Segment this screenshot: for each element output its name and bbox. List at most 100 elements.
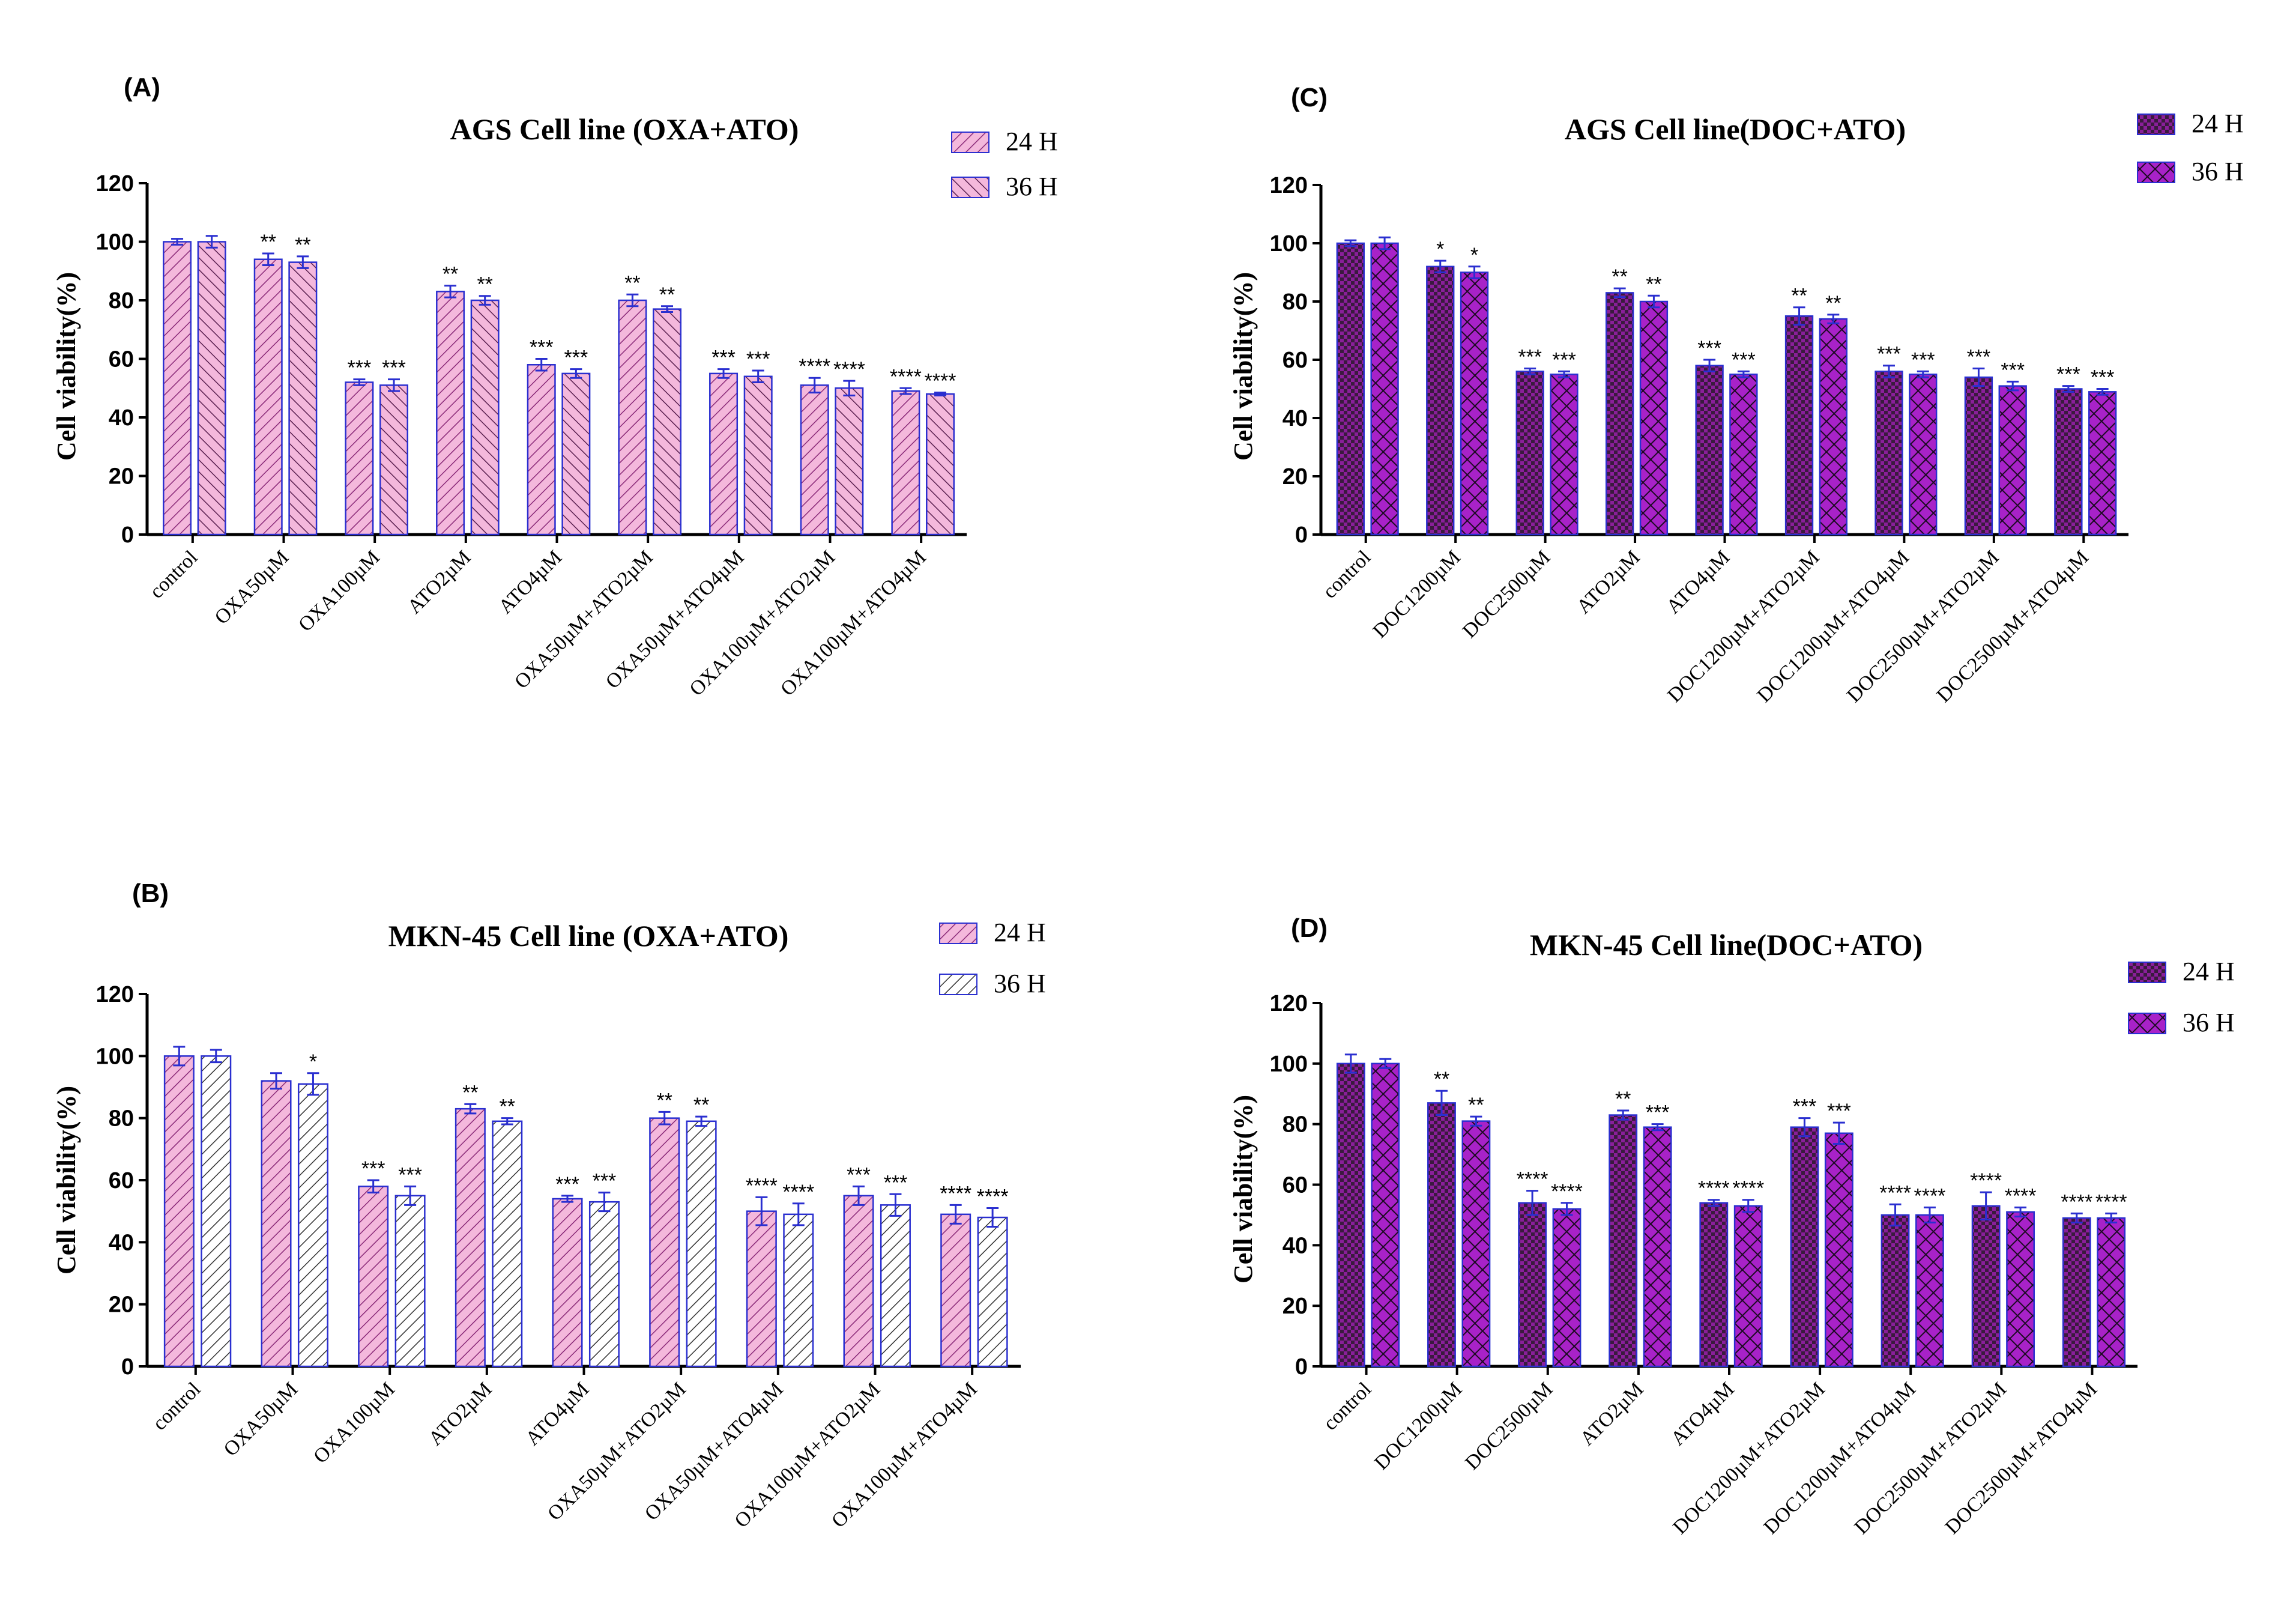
y-axis-label: Cell viability(%) [52, 1086, 81, 1274]
y-tick-label: 80 [109, 1106, 134, 1132]
bar [358, 1186, 389, 1368]
significance-label: **** [2061, 1190, 2092, 1213]
bar [1643, 1126, 1672, 1368]
y-tick-label: 20 [1282, 464, 1308, 489]
bar [1699, 1202, 1729, 1368]
significance-label: **** [799, 355, 830, 378]
bar [1336, 1062, 1365, 1368]
category-label: OXA100µM [309, 1378, 399, 1468]
significance-label: ** [656, 1089, 672, 1112]
category-label: DOC1200µM+ATO4µM [1760, 1378, 1920, 1538]
significance-label: **** [746, 1174, 778, 1197]
bar [1639, 300, 1669, 536]
bar [394, 1195, 426, 1368]
bar [470, 299, 500, 536]
y-tick-label: 120 [96, 982, 134, 1007]
significance-label: **** [2095, 1190, 2127, 1213]
significance-label: ** [693, 1094, 709, 1117]
panel-d: (D) MKN-45 Cell line(DOC+ATO) Cell viabi… [1228, 914, 2235, 1539]
significance-label: ** [443, 263, 458, 286]
bar [1733, 1205, 1763, 1368]
significance-label: *** [1552, 348, 1576, 371]
y-axis-label: Cell viability(%) [52, 272, 81, 461]
panel-label: (C) [1291, 83, 1328, 112]
bar [197, 241, 226, 536]
bar [977, 1216, 1008, 1368]
significance-label: *** [884, 1171, 908, 1194]
chart-title: AGS Cell line (OXA+ATO) [450, 112, 799, 146]
significance-label: *** [2001, 359, 2025, 381]
significance-label: ** [624, 271, 640, 294]
y-tick-label: 40 [109, 1230, 134, 1255]
bar [1971, 1205, 2001, 1368]
bar [940, 1213, 971, 1368]
bar [835, 387, 864, 536]
legend-swatch [2137, 114, 2175, 135]
bar [800, 384, 829, 536]
category-label: ATO4µM [1667, 1378, 1739, 1450]
bar [1909, 374, 1938, 536]
bar [345, 381, 374, 536]
significance-label: *** [1827, 1100, 1851, 1123]
significance-label: *** [1877, 343, 1901, 366]
significance-label: ** [1468, 1094, 1484, 1117]
y-tick-label: 60 [109, 347, 134, 372]
bar [1370, 242, 1399, 536]
bar [379, 384, 409, 536]
legend-label: 24 H [994, 918, 1046, 947]
bar [1461, 1120, 1491, 1368]
bar [163, 1055, 195, 1368]
category-label: DOC2500µM+ATO4µM [1941, 1378, 2101, 1538]
category-label: control [1319, 1378, 1376, 1434]
bar [891, 390, 920, 536]
panel-b: (B) MKN-45 Cell line (OXA+ATO) Cell viab… [52, 879, 1046, 1532]
y-tick-label: 60 [109, 1168, 134, 1193]
y-tick-label: 0 [1295, 523, 1308, 548]
y-tick-label: 0 [1295, 1354, 1308, 1380]
bar [261, 1080, 292, 1368]
significance-label: ** [1434, 1068, 1449, 1091]
significance-label: **** [1698, 1177, 1730, 1200]
bar [1784, 315, 1814, 536]
bar [561, 372, 591, 536]
chart-title: MKN-45 Cell line (OXA+ATO) [388, 919, 789, 953]
significance-label: *** [593, 1170, 617, 1193]
panel-label: (B) [132, 879, 169, 908]
y-axis-label: Cell viability(%) [1228, 1095, 1258, 1283]
y-tick-label: 100 [96, 230, 134, 255]
category-label: ATO2µM [1576, 1378, 1648, 1450]
significance-label: **** [977, 1186, 1009, 1208]
panel-c: (C) AGS Cell line(DOC+ATO) Cell viabilit… [1228, 83, 2244, 707]
significance-label: ** [500, 1095, 515, 1118]
y-tick-label: 0 [121, 523, 134, 548]
bar [492, 1120, 523, 1368]
bar [1824, 1132, 1853, 1368]
bar [2097, 1217, 2126, 1368]
bar [297, 1083, 328, 1368]
significance-label: ** [659, 283, 675, 306]
panel-label: (A) [124, 73, 160, 102]
significance-label: **** [1732, 1177, 1764, 1200]
bar [2054, 388, 2083, 536]
significance-label: *** [361, 1157, 385, 1180]
y-tick-label: 0 [121, 1354, 134, 1380]
significance-label: *** [1967, 346, 1991, 369]
significance-label: ** [295, 234, 310, 256]
significance-label: **** [1517, 1168, 1548, 1191]
category-label: DOC2500µM+ATO2µM [1850, 1378, 2011, 1538]
category-label: OXA100µM+ATO2µM [685, 546, 839, 700]
significance-label: **** [940, 1182, 971, 1205]
significance-label: *** [555, 1173, 579, 1196]
bar [1605, 292, 1634, 536]
significance-label: *** [1646, 1102, 1670, 1124]
legend-label: 24 H [2192, 109, 2244, 138]
y-tick-label: 100 [96, 1044, 134, 1069]
significance-label: **** [1914, 1184, 1945, 1207]
y-tick-label: 20 [1282, 1294, 1308, 1319]
category-label: ATO2µM [403, 546, 476, 618]
significance-label: *** [1697, 337, 1721, 360]
bar [746, 1210, 777, 1368]
significance-label: **** [2005, 1184, 2037, 1207]
bar [1336, 242, 1365, 536]
significance-label: * [309, 1050, 317, 1073]
